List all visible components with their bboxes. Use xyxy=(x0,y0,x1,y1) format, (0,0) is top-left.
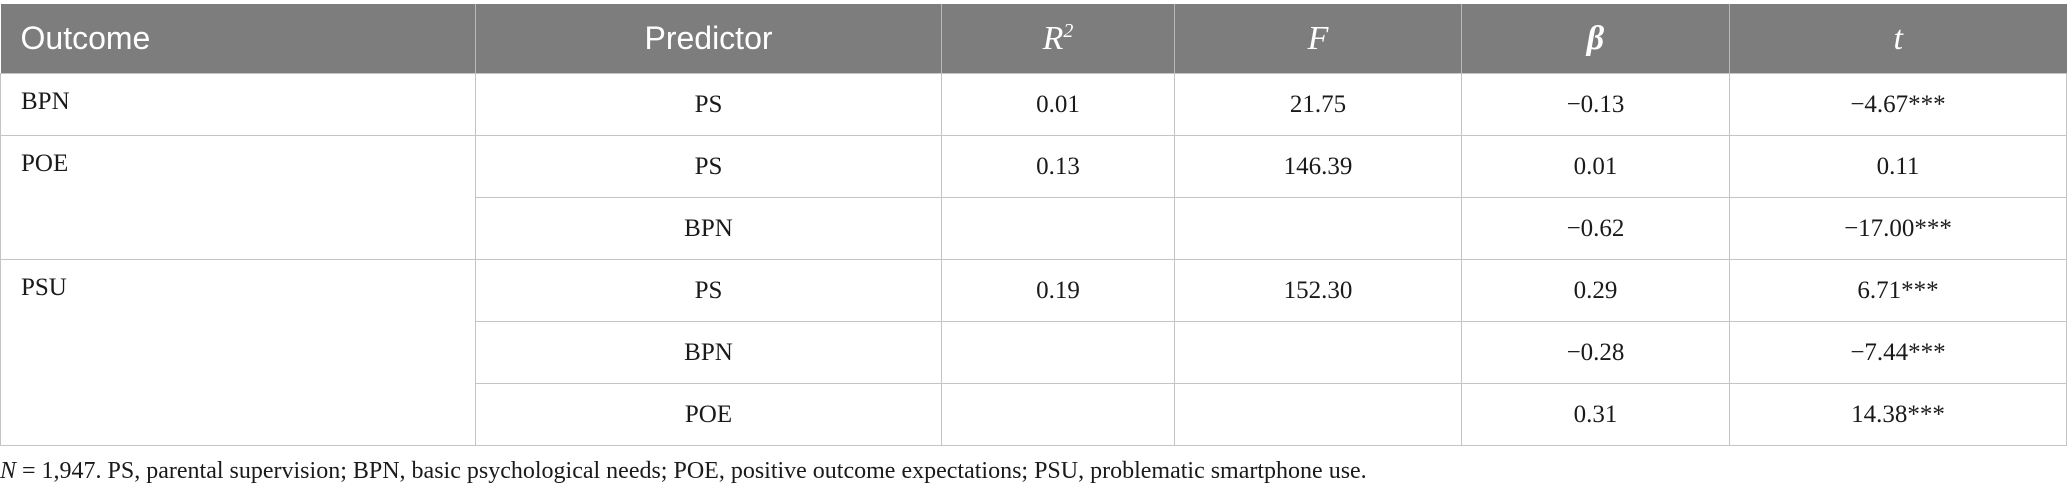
table-footnote: N = 1,947. PS, parental supervision; BPN… xyxy=(0,458,1367,485)
header-outcome: Outcome xyxy=(0,4,476,74)
beta-cell: −0.62 xyxy=(1461,197,1730,260)
table-row: POE PS 0.13 146.39 0.01 0.11 xyxy=(0,135,2067,260)
predictor-cell: PS xyxy=(475,135,942,198)
beta-cell: 0.01 xyxy=(1461,135,1730,198)
header-beta: β xyxy=(1461,4,1730,74)
header-row: Outcome Predictor R2 F β t xyxy=(0,4,2067,74)
footnote-text: = 1,947. PS, parental supervision; BPN, … xyxy=(16,458,1367,484)
t-cell: −4.67*** xyxy=(1729,73,2067,136)
header-r-squared-base: R xyxy=(1042,19,1064,57)
beta-cell: 0.31 xyxy=(1461,383,1730,446)
outcome-cell: PSU xyxy=(0,259,476,446)
header-f: F xyxy=(1174,4,1462,74)
table-row: PSU PS 0.19 152.30 0.29 6.71*** xyxy=(0,259,2067,446)
footnote-n-label: N xyxy=(0,458,17,484)
r2-cell xyxy=(941,321,1175,384)
t-cell: −17.00*** xyxy=(1729,197,2067,260)
beta-cell: −0.13 xyxy=(1461,73,1730,136)
t-cell: 14.38*** xyxy=(1729,383,2067,446)
header-predictor: Predictor xyxy=(475,4,942,74)
outcome-cell: POE xyxy=(0,135,476,260)
header-t: t xyxy=(1729,4,2067,74)
r2-cell: 0.19 xyxy=(941,259,1175,322)
header-r-squared-exponent: 2 xyxy=(1063,19,1074,42)
r2-cell: 0.13 xyxy=(941,135,1175,198)
r2-cell xyxy=(941,197,1175,260)
f-cell: 152.30 xyxy=(1174,259,1462,322)
f-cell: 146.39 xyxy=(1174,135,1462,198)
predictor-cell: BPN xyxy=(475,197,942,260)
f-cell xyxy=(1174,321,1462,384)
t-cell: 0.11 xyxy=(1729,135,2067,198)
r2-cell xyxy=(941,383,1175,446)
predictor-cell: POE xyxy=(475,383,942,446)
regression-table: Outcome Predictor R2 F β t BPN PS 0.01 2… xyxy=(0,4,2067,446)
t-cell: 6.71*** xyxy=(1729,259,2067,322)
predictor-cell: BPN xyxy=(475,321,942,384)
predictor-cell: PS xyxy=(475,259,942,322)
t-cell: −7.44*** xyxy=(1729,321,2067,384)
header-r-squared: R2 xyxy=(941,4,1175,74)
outcome-cell: BPN xyxy=(0,73,476,136)
regression-table-container: Outcome Predictor R2 F β t BPN PS 0.01 2… xyxy=(0,4,2067,446)
f-cell xyxy=(1174,197,1462,260)
r2-cell: 0.01 xyxy=(941,73,1175,136)
f-cell: 21.75 xyxy=(1174,73,1462,136)
table-row: POE 0.31 14.38*** xyxy=(1,383,2067,446)
predictor-cell: PS xyxy=(475,73,942,136)
f-cell xyxy=(1174,383,1462,446)
beta-cell: 0.29 xyxy=(1461,259,1730,322)
beta-cell: −0.28 xyxy=(1461,321,1730,384)
table-row: BPN PS 0.01 21.75 −0.13 −4.67*** xyxy=(0,73,2067,136)
